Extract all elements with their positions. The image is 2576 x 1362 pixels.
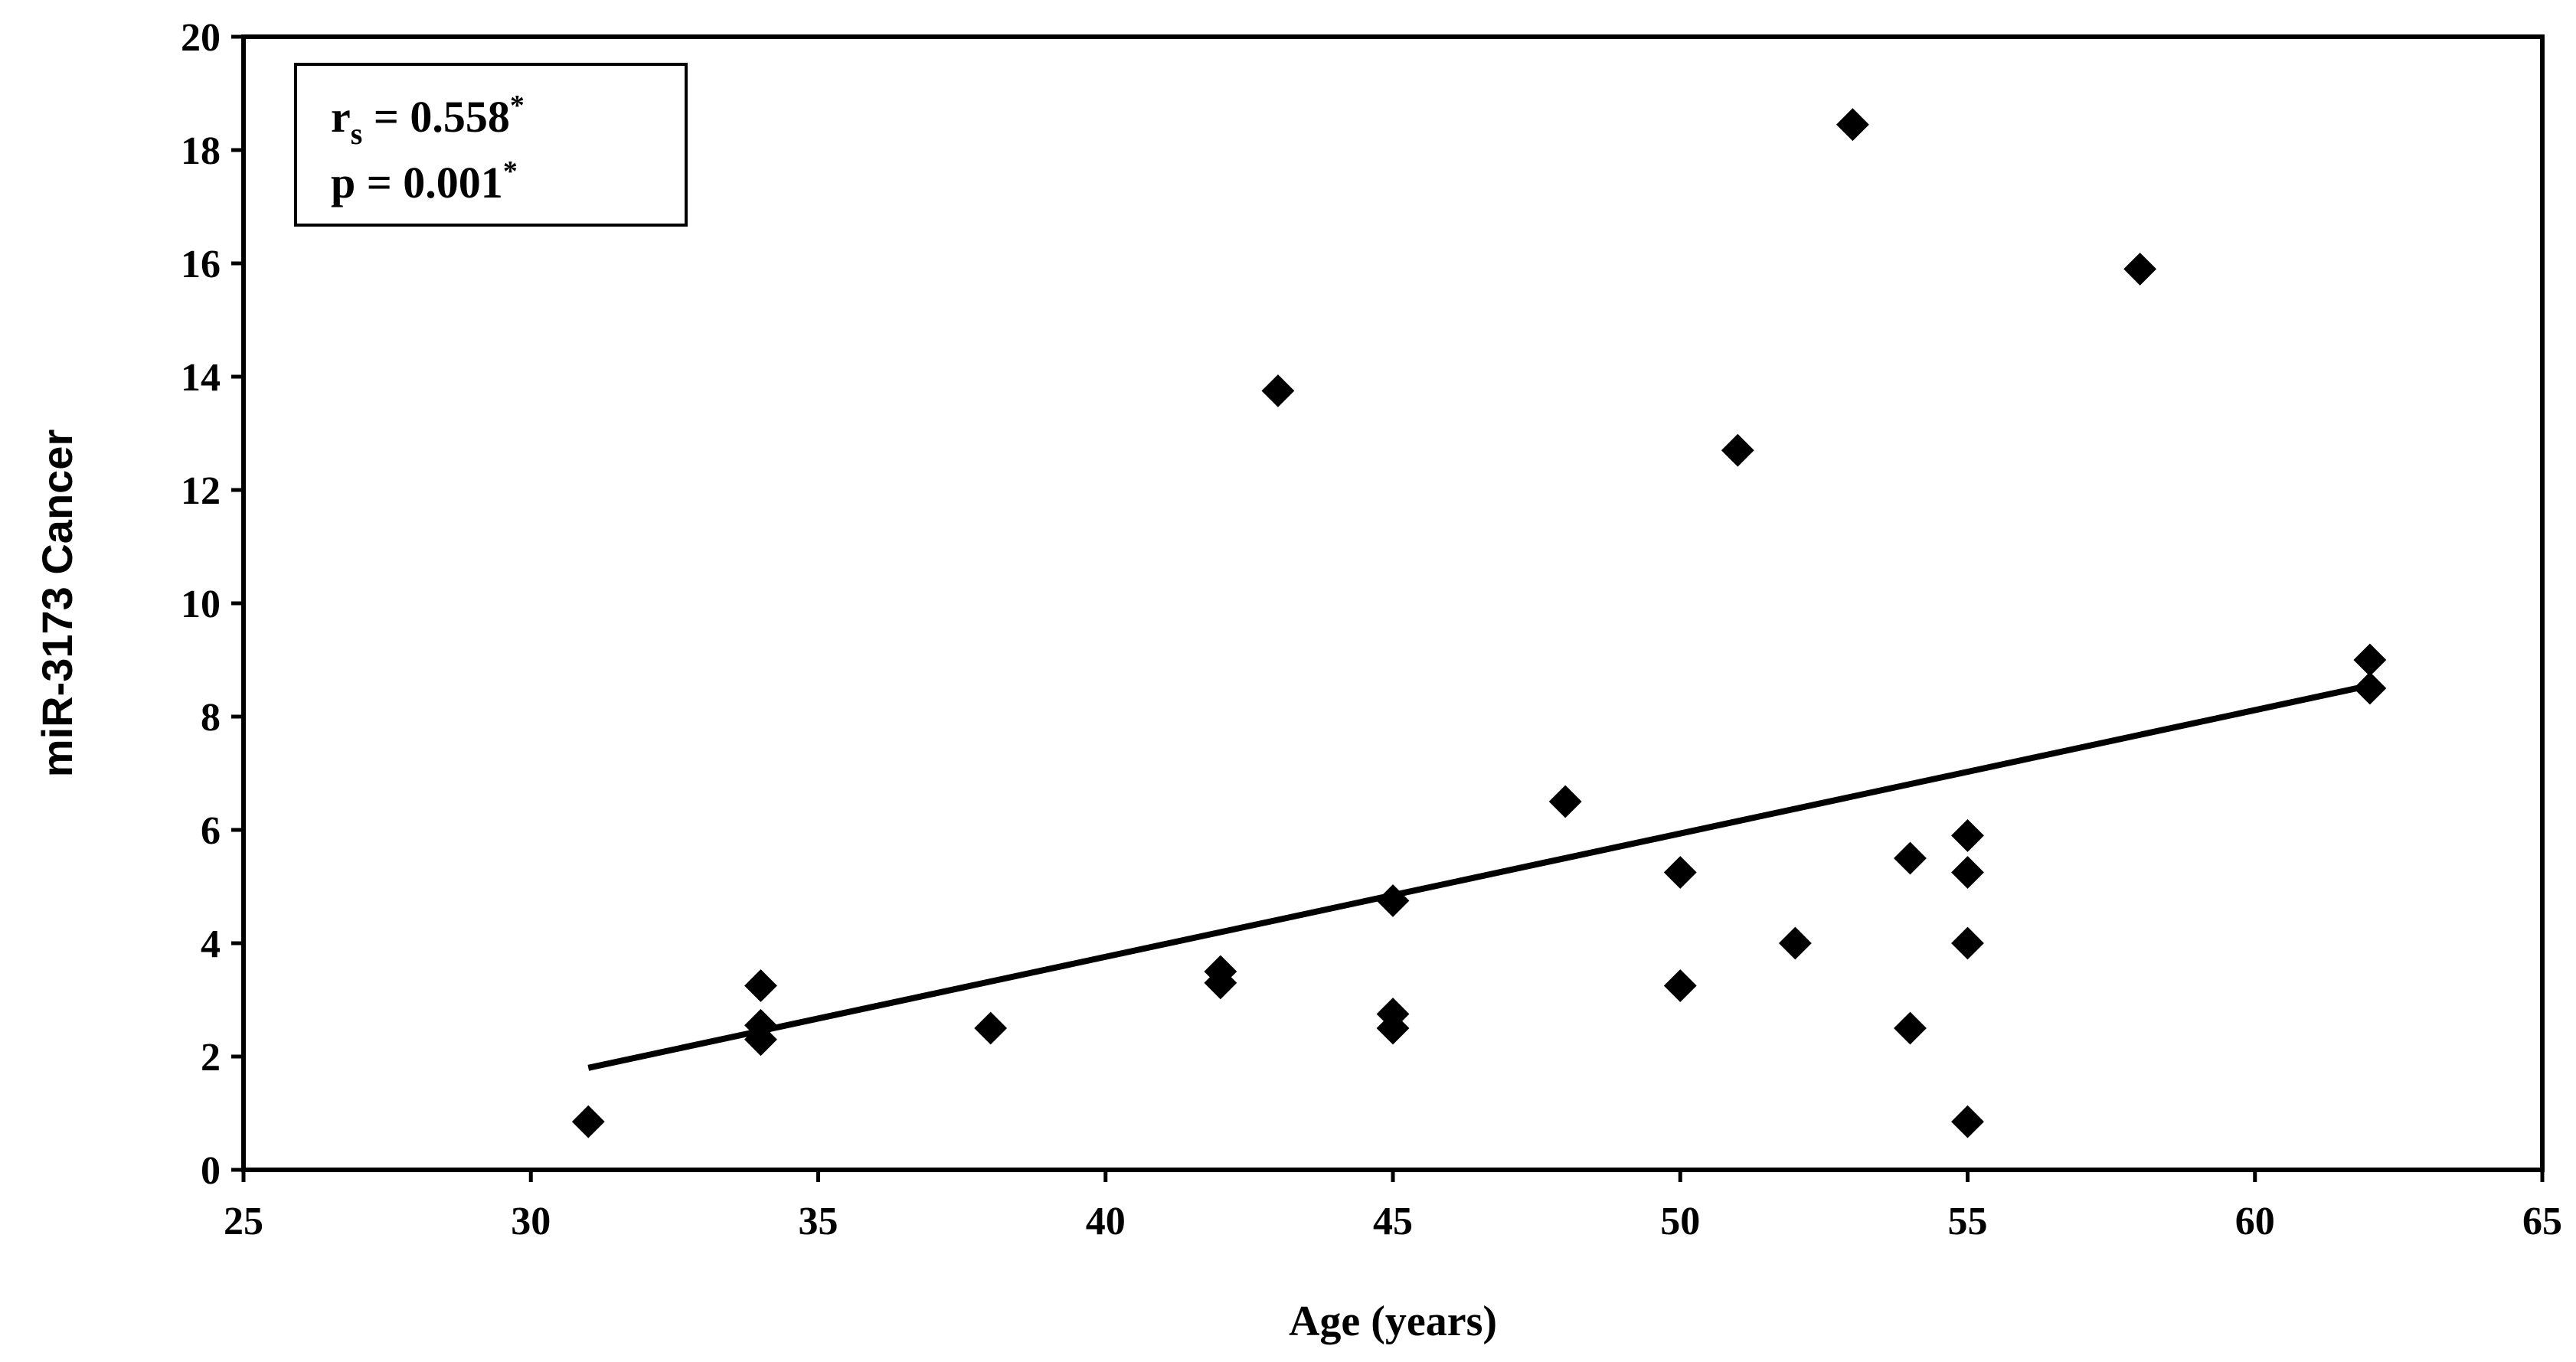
data-point bbox=[744, 1023, 777, 1057]
data-point bbox=[1376, 884, 1410, 917]
data-point bbox=[1894, 841, 1927, 875]
data-point bbox=[1261, 374, 1295, 407]
y-tick-label: 14 bbox=[181, 356, 221, 400]
x-tick-label: 35 bbox=[799, 1200, 839, 1243]
x-axis-ticks: 25 30 35 40 45 50 55 60 65 bbox=[224, 1170, 2562, 1243]
y-tick-label: 6 bbox=[201, 809, 221, 853]
y-tick-label: 18 bbox=[181, 129, 221, 173]
y-tick-label: 8 bbox=[201, 696, 221, 740]
y-tick-label: 10 bbox=[181, 583, 221, 626]
data-point bbox=[1376, 1011, 1410, 1045]
data-point bbox=[2123, 252, 2157, 286]
y-tick-label: 2 bbox=[201, 1036, 221, 1079]
data-point bbox=[2353, 671, 2387, 705]
data-point bbox=[1894, 1011, 1927, 1045]
data-point bbox=[1778, 926, 1812, 960]
y-tick-label: 20 bbox=[181, 16, 221, 60]
statistics-box-frame bbox=[294, 63, 688, 227]
data-point bbox=[1951, 926, 1984, 960]
p-value-text: p = 0.001* bbox=[331, 155, 518, 207]
x-tick-label: 55 bbox=[1948, 1200, 1988, 1243]
trend-line bbox=[587, 682, 2371, 1071]
x-tick-label: 30 bbox=[511, 1200, 551, 1243]
y-tick-label: 16 bbox=[181, 243, 221, 286]
y-tick-label: 12 bbox=[181, 469, 221, 513]
x-tick-label: 40 bbox=[1086, 1200, 1126, 1243]
data-points bbox=[571, 108, 2387, 1138]
data-point bbox=[974, 1011, 1008, 1045]
y-tick-label: 0 bbox=[201, 1149, 221, 1193]
y-axis-ticks: 0 2 4 6 8 10 12 14 16 18 20 bbox=[181, 16, 244, 1193]
x-tick-label: 60 bbox=[2235, 1200, 2275, 1243]
data-point bbox=[2353, 643, 2387, 677]
data-point bbox=[1951, 1105, 1984, 1138]
data-point bbox=[1663, 856, 1697, 889]
statistics-box: rs = 0.558* p = 0.001* bbox=[294, 63, 688, 227]
data-point bbox=[1548, 785, 1582, 818]
x-tick-label: 45 bbox=[1373, 1200, 1413, 1243]
y-tick-label: 4 bbox=[201, 923, 221, 966]
x-tick-label: 65 bbox=[2522, 1200, 2562, 1243]
data-point bbox=[1951, 856, 1984, 889]
x-tick-label: 25 bbox=[224, 1200, 263, 1243]
correlation-coefficient-text: rs = 0.558* bbox=[331, 90, 525, 151]
trendline-group bbox=[587, 682, 2371, 1071]
data-point bbox=[1204, 966, 1237, 1000]
data-point bbox=[744, 969, 777, 1002]
data-point bbox=[1951, 818, 1984, 852]
data-point bbox=[571, 1105, 605, 1138]
x-axis-label: Age (years) bbox=[1289, 1298, 1497, 1345]
data-point bbox=[1721, 433, 1754, 467]
data-point bbox=[1836, 108, 1869, 142]
x-tick-label: 50 bbox=[1660, 1200, 1700, 1243]
y-axis-label: miR-3173 Cancer bbox=[33, 430, 81, 777]
data-point bbox=[1663, 969, 1697, 1002]
